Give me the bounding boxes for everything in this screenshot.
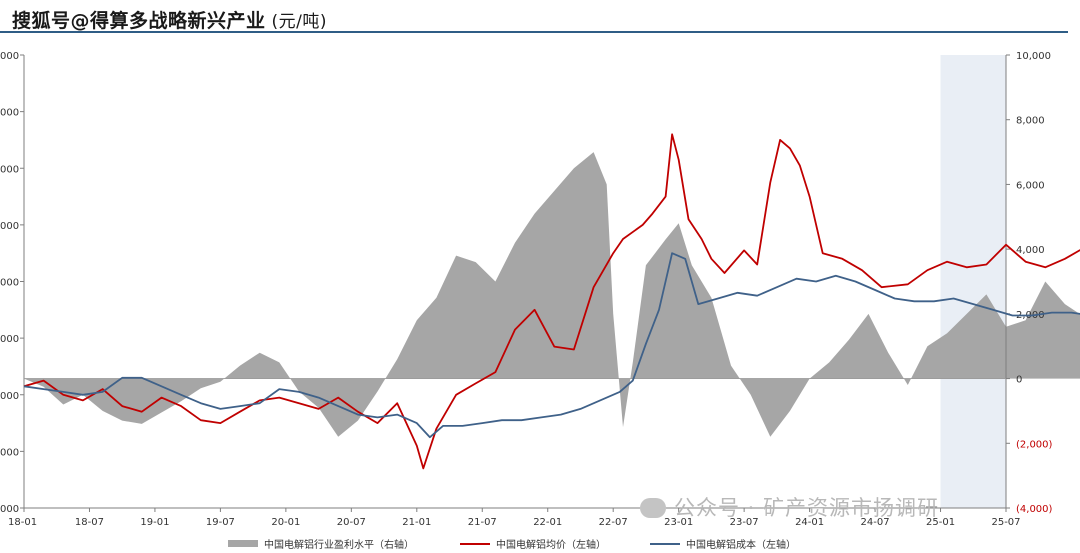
profit-area-layer bbox=[24, 152, 1080, 437]
x-tick-label: 19-07 bbox=[206, 517, 235, 528]
wechat-icon bbox=[640, 498, 666, 518]
left-tick-label: 000 bbox=[0, 504, 19, 515]
legend-label: 中国电解铝行业盈利水平（右轴） bbox=[264, 538, 414, 551]
right-tick-label: (2,000) bbox=[1016, 439, 1053, 450]
x-tick-label: 23-07 bbox=[730, 517, 759, 528]
axes-layer: 10,0008,0006,0004,0002,0000(2,000)(4,000… bbox=[0, 51, 1053, 528]
left-tick-label: 000 bbox=[0, 108, 19, 119]
price-line bbox=[23, 133, 1080, 470]
x-tick-label: 18-01 bbox=[8, 517, 37, 528]
x-tick-label: 21-07 bbox=[468, 517, 497, 528]
x-tick-label: 22-07 bbox=[599, 517, 628, 528]
x-tick-label: 19-01 bbox=[140, 517, 169, 528]
x-tick-label: 21-01 bbox=[402, 517, 431, 528]
right-tick-label: (4,000) bbox=[1016, 504, 1053, 515]
x-tick-label: 22-01 bbox=[533, 517, 562, 528]
x-tick-label: 25-01 bbox=[926, 517, 955, 528]
chart-header: 搜狐号@得算多战略新兴产业 (元/吨) bbox=[0, 0, 1080, 34]
left-tick-label: 000 bbox=[0, 391, 19, 402]
cost-line bbox=[23, 252, 1080, 439]
right-tick-label: 0 bbox=[1016, 375, 1022, 386]
title-unit: (元/吨) bbox=[271, 12, 328, 32]
left-tick-label: 000 bbox=[0, 334, 19, 345]
legend: 中国电解铝行业盈利水平（右轴） 中国电解铝均价（左轴） 中国电解铝成本（左轴） bbox=[228, 538, 796, 551]
left-tick-label: 000 bbox=[0, 221, 19, 232]
profit-area bbox=[24, 152, 1080, 437]
watermark-text: 公众号 · 矿产资源市扬调研 bbox=[674, 496, 940, 520]
x-tick-label: 18-07 bbox=[75, 517, 104, 528]
header-divider bbox=[0, 31, 1068, 33]
right-tick-label: 8,000 bbox=[1016, 116, 1045, 127]
x-tick-label: 24-01 bbox=[795, 517, 824, 528]
legend-swatch-area bbox=[228, 540, 258, 547]
left-tick-label: 000 bbox=[0, 51, 19, 62]
right-tick-label: 6,000 bbox=[1016, 180, 1045, 191]
legend-label: 中国电解铝均价（左轴） bbox=[496, 538, 606, 551]
shaded-region bbox=[940, 55, 1006, 508]
title-label: 搜狐号@得算多战略新兴产业 bbox=[12, 10, 266, 32]
left-tick-label: 000 bbox=[0, 164, 19, 175]
x-tick-label: 24-07 bbox=[861, 517, 890, 528]
watermark: 公众号 · 矿产资源市扬调研 bbox=[640, 492, 939, 522]
right-tick-label: 4,000 bbox=[1016, 245, 1045, 256]
x-tick-label: 20-01 bbox=[271, 517, 300, 528]
legend-label: 中国电解铝成本（左轴） bbox=[686, 538, 796, 551]
x-tick-label: 20-07 bbox=[337, 517, 366, 528]
right-tick-label: 10,000 bbox=[1016, 51, 1051, 62]
x-tick-label: 25-07 bbox=[991, 517, 1020, 528]
chart-title: 搜狐号@得算多战略新兴产业 (元/吨) bbox=[12, 6, 327, 33]
x-tick-label: 23-01 bbox=[664, 517, 693, 528]
left-tick-label: 000 bbox=[0, 447, 19, 458]
shaded-forecast-band bbox=[940, 55, 1006, 508]
left-tick-label: 000 bbox=[0, 278, 19, 289]
price-cost-lines bbox=[23, 133, 1080, 470]
